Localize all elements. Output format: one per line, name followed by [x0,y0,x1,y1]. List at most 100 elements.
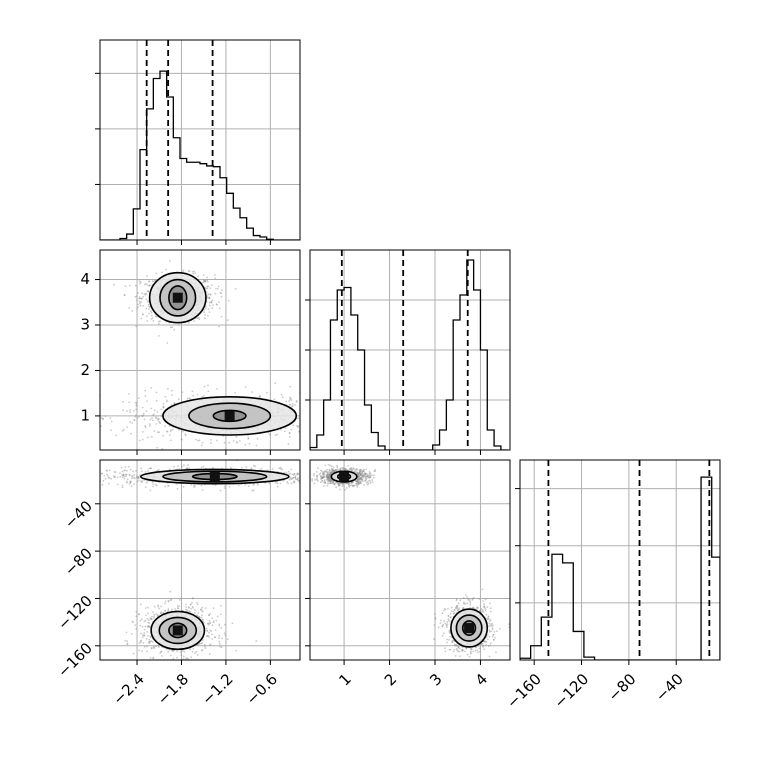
p20-scatter-point [152,483,154,485]
p20-scatter-point [209,644,212,647]
p20-scatter-point [219,489,222,492]
p21-scatter-point [358,469,361,471]
p21-scatter-point [327,463,330,466]
p10-scatter-point [159,320,162,323]
p10-scatter-point [301,429,303,431]
p21-scatter-point [434,618,437,620]
p20-scatter-point [160,650,163,653]
p20-scatter-point [131,475,134,478]
p21-scatter-point [356,480,359,482]
p10-scatter-point [155,417,158,419]
p10-scatter-point [289,385,292,388]
p20-scatter-point [198,615,201,618]
p10-scatter-point [145,293,147,296]
p20-scatter-point [228,485,231,488]
p10-scatter-point [93,415,95,417]
p21-scatter-point [478,650,481,653]
p21-scatter-point [344,467,347,470]
p20-scatter-point [134,624,137,627]
p20-scatter-point [218,624,221,627]
p21-scatter-point [357,473,359,475]
p20-scatter-point [304,475,306,477]
p20-scatter-point [208,622,211,625]
p20-scatter-point [241,466,243,469]
p20-scatter-point [301,480,303,482]
p10-scatter-point [306,423,308,425]
p21-scatter-point [368,479,370,482]
p21-scatter-point [320,477,323,480]
p20-scatter-point [191,601,193,604]
p10-scatter-point [319,412,321,414]
p21-scatter-point [372,476,375,479]
p10-scatter-point [319,411,321,413]
p20-scatter-point [192,607,195,609]
p10-scatter-point [259,394,261,397]
p10-scatter-point [228,441,231,444]
p20-scatter-point [143,634,146,637]
p21-scatter-point [368,472,371,475]
p20-scatter-point [196,603,199,606]
p20-scatter-point [165,648,168,651]
p21-scatter-point [344,488,346,491]
p20-scatter-point [152,657,155,659]
p10-scatter-point [154,279,156,282]
p10-scatter-point [235,441,238,443]
p21-scatter-point [326,477,329,480]
p10-scatter-point [141,431,144,433]
p20-scatter-point [123,477,126,480]
p20-scatter-point [150,617,153,620]
p20-scatter-point [303,477,305,479]
p21-scatter-point [360,477,363,480]
p10-scatter-point [110,429,112,432]
p10-scatter-point [288,400,290,403]
p10-scatter-point [304,416,306,418]
p21-scatter-point [323,475,326,477]
p10-scatter-point [297,425,300,428]
p21-scatter-point [328,474,331,477]
p20-scatter-point [352,487,354,489]
p10-scatter-point [139,304,142,307]
p21-scatter-point [468,655,471,658]
p10-scatter-point [142,305,145,307]
p10-scatter-point [134,415,137,418]
p10-scatter-point [206,280,209,283]
p10-scatter-point [311,398,313,400]
p20-scatter-point [130,485,133,488]
p21-scatter-point [329,478,332,480]
p21-scatter-point [439,619,442,622]
p20-scatter-point [158,607,161,610]
p20-scatter-point [169,654,172,657]
p21-scatter-point [329,473,332,475]
p10-scatter-point [148,305,151,308]
p20-scatter-point [191,597,194,600]
p20-scatter-point [151,647,153,650]
p20-scatter-point [212,621,215,624]
p21-scatter-point [334,469,336,472]
p21-scatter-point [362,474,364,476]
p20-scatter-point [201,649,204,651]
p10-scatter-point [147,301,149,303]
p10-scatter-point [164,396,167,398]
p21-scatter-point [359,468,362,471]
p21-scatter-point [458,607,460,609]
p10-scatter-point [161,448,164,450]
p10-scatter-point [200,444,203,447]
p20-scatter-point [129,481,132,484]
p21-scatter-point [328,472,331,475]
p20-scatter-point [293,472,296,475]
p21-scatter-point [331,468,334,471]
p21-scatter-point [348,484,350,487]
p21-scatter-point [359,477,361,480]
p21-scatter-point [361,474,364,477]
p20-scatter-point [180,597,183,600]
p10-scatter-point [212,304,215,306]
p21-scatter-point [325,470,327,473]
p20-scatter-point [271,468,274,470]
p20-scatter-point [308,474,310,476]
p20-scatter-point [174,608,176,610]
p21-scatter-point [479,609,481,612]
p10-scatter-point [136,416,139,419]
p10-scatter-point [155,315,158,318]
p21-scatter-point [353,484,355,487]
p10-scatter-point [208,297,211,300]
